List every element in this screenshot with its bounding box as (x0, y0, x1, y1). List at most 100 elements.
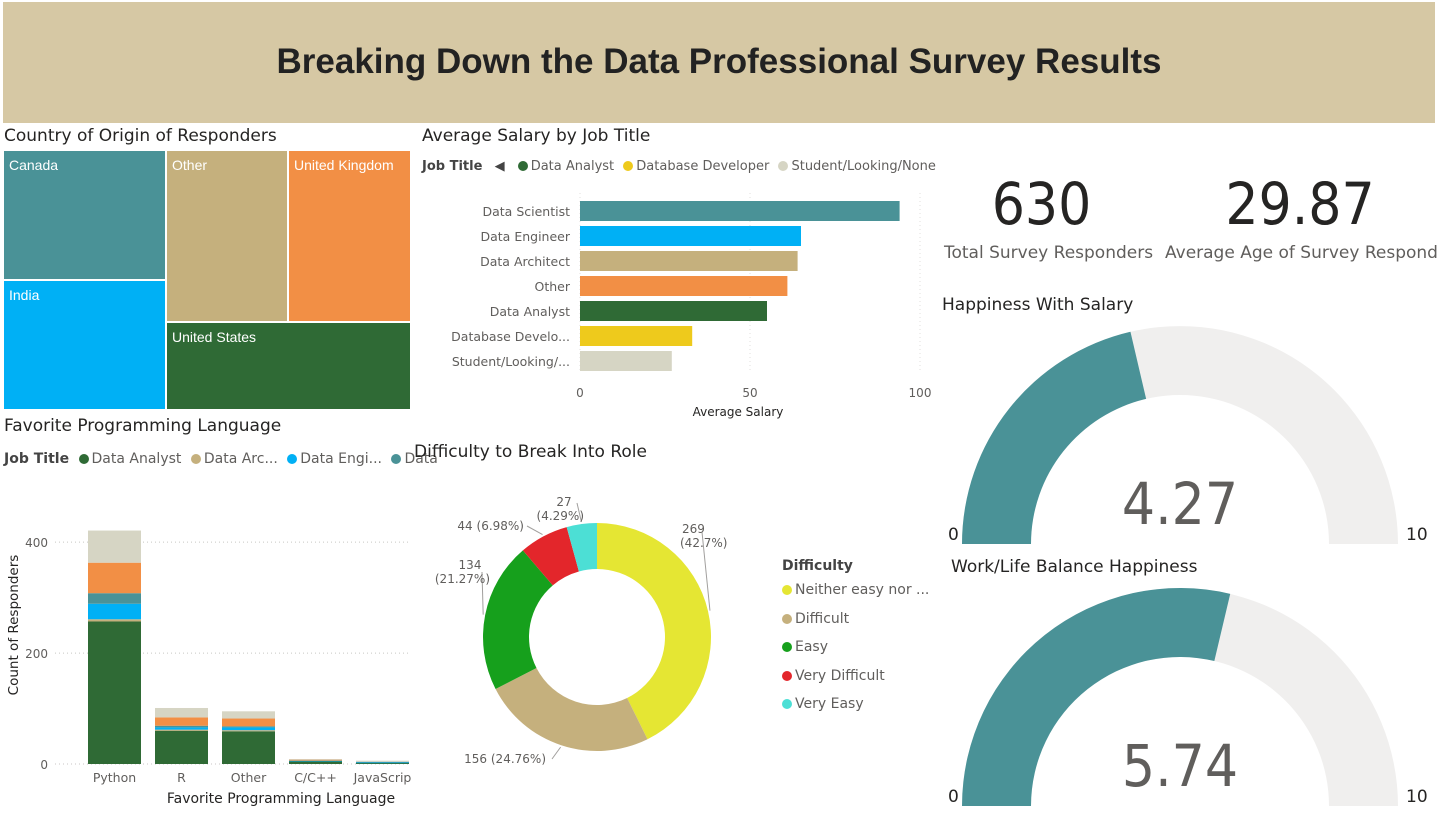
language-bar-segment (289, 759, 342, 760)
language-bar-segment (289, 760, 342, 762)
treemap-tile-other[interactable]: Other (166, 150, 288, 322)
language-x-tick-label: JavaScrip (353, 770, 412, 785)
language-x-tick-label: R (177, 770, 186, 785)
language-bar-segment (222, 711, 275, 719)
legend-dot (623, 161, 634, 171)
salary-bar (580, 301, 767, 321)
language-bar-segment (222, 727, 275, 731)
salary-bar (580, 251, 798, 271)
legend-label: Job Title (422, 159, 483, 174)
language-y-tick-label: 0 (40, 758, 48, 772)
salary-x-tick-label: 0 (576, 386, 584, 400)
donut-slice (522, 527, 579, 586)
salary-x-tick-label: 50 (742, 386, 757, 400)
language-bar-segment (88, 603, 141, 620)
legend-dot (190, 454, 201, 464)
language-bar-segment (222, 731, 275, 764)
language-x-tick-label: C/C++ (294, 770, 337, 785)
legend-item[interactable]: Data Engi... (282, 451, 382, 467)
treemap-title: Country of Origin of Responders (4, 126, 277, 146)
language-bar-segment (222, 726, 275, 728)
country-treemap[interactable]: Canada India Other United Kingdom United… (3, 150, 411, 410)
donut-leader-line (481, 571, 484, 615)
legend-text: Easy (795, 639, 829, 655)
language-bar-segment (155, 725, 208, 728)
treemap-tile-united-kingdom[interactable]: United Kingdom (288, 150, 411, 322)
salary-bar (580, 226, 801, 246)
treemap-tile-india[interactable]: India (3, 280, 166, 410)
legend-dot (782, 670, 792, 681)
treemap-tile-united-states[interactable]: United States (166, 322, 411, 410)
legend-dot (782, 585, 792, 595)
legend-text: Data Arc... (203, 451, 278, 467)
difficulty-legend-item[interactable]: Very Difficult (782, 668, 885, 684)
salary-bar-chart[interactable]: 0 50 100 Data Scientist Data Engineer Data Ar… (420, 185, 940, 425)
gauge-worklife-title: Work/Life Balance Happiness (951, 557, 1198, 577)
difficulty-donut-chart[interactable]: 269(42.7%) 156 (24.76%) 134(21.27%) 44 (6.9… (412, 470, 772, 770)
language-bar-segment (155, 729, 208, 731)
legend-dot (78, 454, 89, 464)
treemap-tile-canada[interactable]: Canada (3, 150, 166, 280)
salary-chart-title: Average Salary by Job Title (422, 126, 651, 146)
language-bar-segment (222, 718, 275, 727)
language-legend: Job Title Data Analyst Data Arc... Data … (4, 451, 438, 467)
gauge-salary-title: Happiness With Salary (942, 295, 1134, 315)
legend-item[interactable]: Data Analyst (74, 451, 182, 467)
donut-slice (495, 668, 648, 751)
gauge-min-label: 0 (948, 525, 959, 545)
legend-item[interactable]: Data Arc... (186, 451, 278, 467)
legend-dot (782, 642, 792, 652)
tile-label: United Kingdom (294, 157, 394, 173)
difficulty-legend-item[interactable]: Easy (782, 639, 828, 655)
language-bar-segment (356, 762, 409, 764)
difficulty-legend-item[interactable]: Very Easy (782, 696, 864, 712)
kpi-average-age-value: 29.87 (1225, 170, 1375, 238)
donut-data-label: 269 (682, 522, 705, 536)
salary-legend: Job Title ◀ Data Analyst Database Develo… (422, 159, 936, 174)
legend-dot (782, 699, 792, 709)
language-bar-segment (356, 760, 409, 762)
language-x-tick-label: Other (231, 770, 267, 785)
salary-bar (580, 201, 900, 221)
donut-leader-line (526, 525, 543, 536)
language-y-axis-title: Count of Responders (6, 555, 22, 696)
language-chart-title: Favorite Programming Language (4, 416, 282, 436)
salary-x-tick-label: 100 (909, 386, 932, 400)
salary-category-label: Student/Looking/... (452, 354, 570, 369)
legend-prev-icon[interactable]: ◀ (494, 159, 505, 174)
language-bar-segment (356, 762, 409, 764)
language-bar-segment (88, 593, 141, 604)
legend-item[interactable]: Database Developer (618, 159, 769, 174)
donut-data-label-pct: (21.27%) (435, 572, 490, 586)
language-bar-segment (289, 759, 342, 761)
donut-data-label-pct: (4.29%) (537, 509, 584, 523)
language-bar-segment (88, 621, 141, 764)
gauge-happiness-salary[interactable]: 4.27 0 10 (940, 318, 1435, 548)
donut-slice (483, 550, 553, 690)
legend-item[interactable]: Data Analyst (513, 159, 614, 174)
donut-leader-line (551, 746, 562, 760)
gauge-worklife-balance[interactable]: 5.74 0 10 (940, 580, 1435, 810)
legend-text: Data Engi... (300, 451, 382, 467)
legend-text: Very Easy (795, 696, 864, 712)
gauge-fill (962, 331, 1147, 544)
language-y-tick-label: 400 (25, 536, 48, 550)
legend-text: Data Analyst (91, 451, 182, 467)
salary-bar (580, 326, 693, 346)
donut-leader-line (701, 531, 711, 611)
language-bar-segment (88, 530, 141, 563)
tile-label: Canada (9, 157, 59, 173)
language-bar-segment (88, 562, 141, 594)
language-bar-segment (155, 730, 208, 764)
legend-text: Very Difficult (795, 667, 885, 684)
tile-label: United States (172, 329, 257, 345)
legend-item[interactable]: Data (386, 451, 438, 467)
donut-data-label: 134 (459, 558, 482, 572)
difficulty-chart-title: Difficulty to Break Into Role (414, 442, 647, 462)
legend-item[interactable]: Student/Looking/None (773, 159, 936, 174)
language-stacked-bar-chart[interactable]: 0 200 400 Python R Other C/C++ JavaScrip Favorit… (0, 475, 412, 810)
difficulty-legend-item[interactable]: Difficult (782, 611, 849, 627)
difficulty-legend-item[interactable]: Neither easy nor ... (782, 582, 929, 598)
language-x-axis-title: Favorite Programming Language (167, 791, 395, 807)
language-bar-segment (222, 730, 275, 732)
